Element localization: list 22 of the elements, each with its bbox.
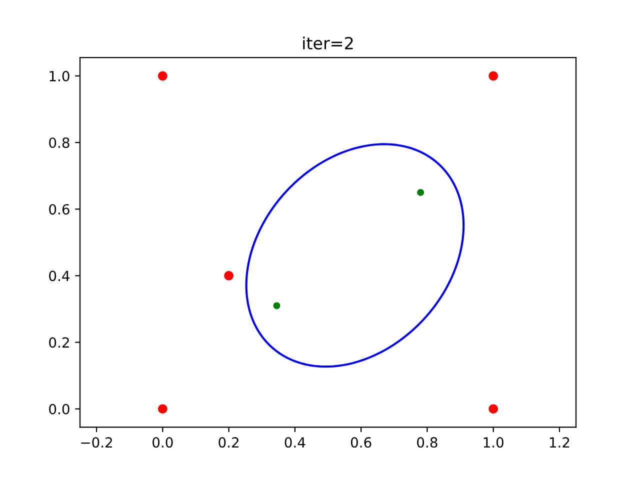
y-tick-label: 0.2 <box>49 337 69 348</box>
chart-title: iter=2 <box>303 36 353 50</box>
x-tick-label: 0.2 <box>218 437 238 448</box>
y-tick-label: 0.0 <box>49 404 70 414</box>
x-tick-label: 0.8 <box>417 437 438 448</box>
point <box>417 188 424 196</box>
point <box>158 71 168 81</box>
x-tick-label: 1.2 <box>550 437 570 448</box>
point <box>488 404 498 414</box>
x-tick-label: 0.6 <box>350 437 372 448</box>
point <box>158 404 168 414</box>
x-tick-label: 1.0 <box>484 437 504 448</box>
x-tick-label: −0.2 <box>81 437 112 448</box>
y-tick-label: 0.6 <box>49 204 70 215</box>
x-tick-label: 0.4 <box>284 437 306 448</box>
point <box>224 271 234 280</box>
point <box>488 71 498 81</box>
y-tick-label: 0.4 <box>49 270 70 282</box>
y-tick-label: 1.0 <box>50 70 70 82</box>
x-tick-label: 0.0 <box>152 437 173 448</box>
y-tick-label: 0.8 <box>49 137 70 148</box>
point <box>273 302 280 310</box>
